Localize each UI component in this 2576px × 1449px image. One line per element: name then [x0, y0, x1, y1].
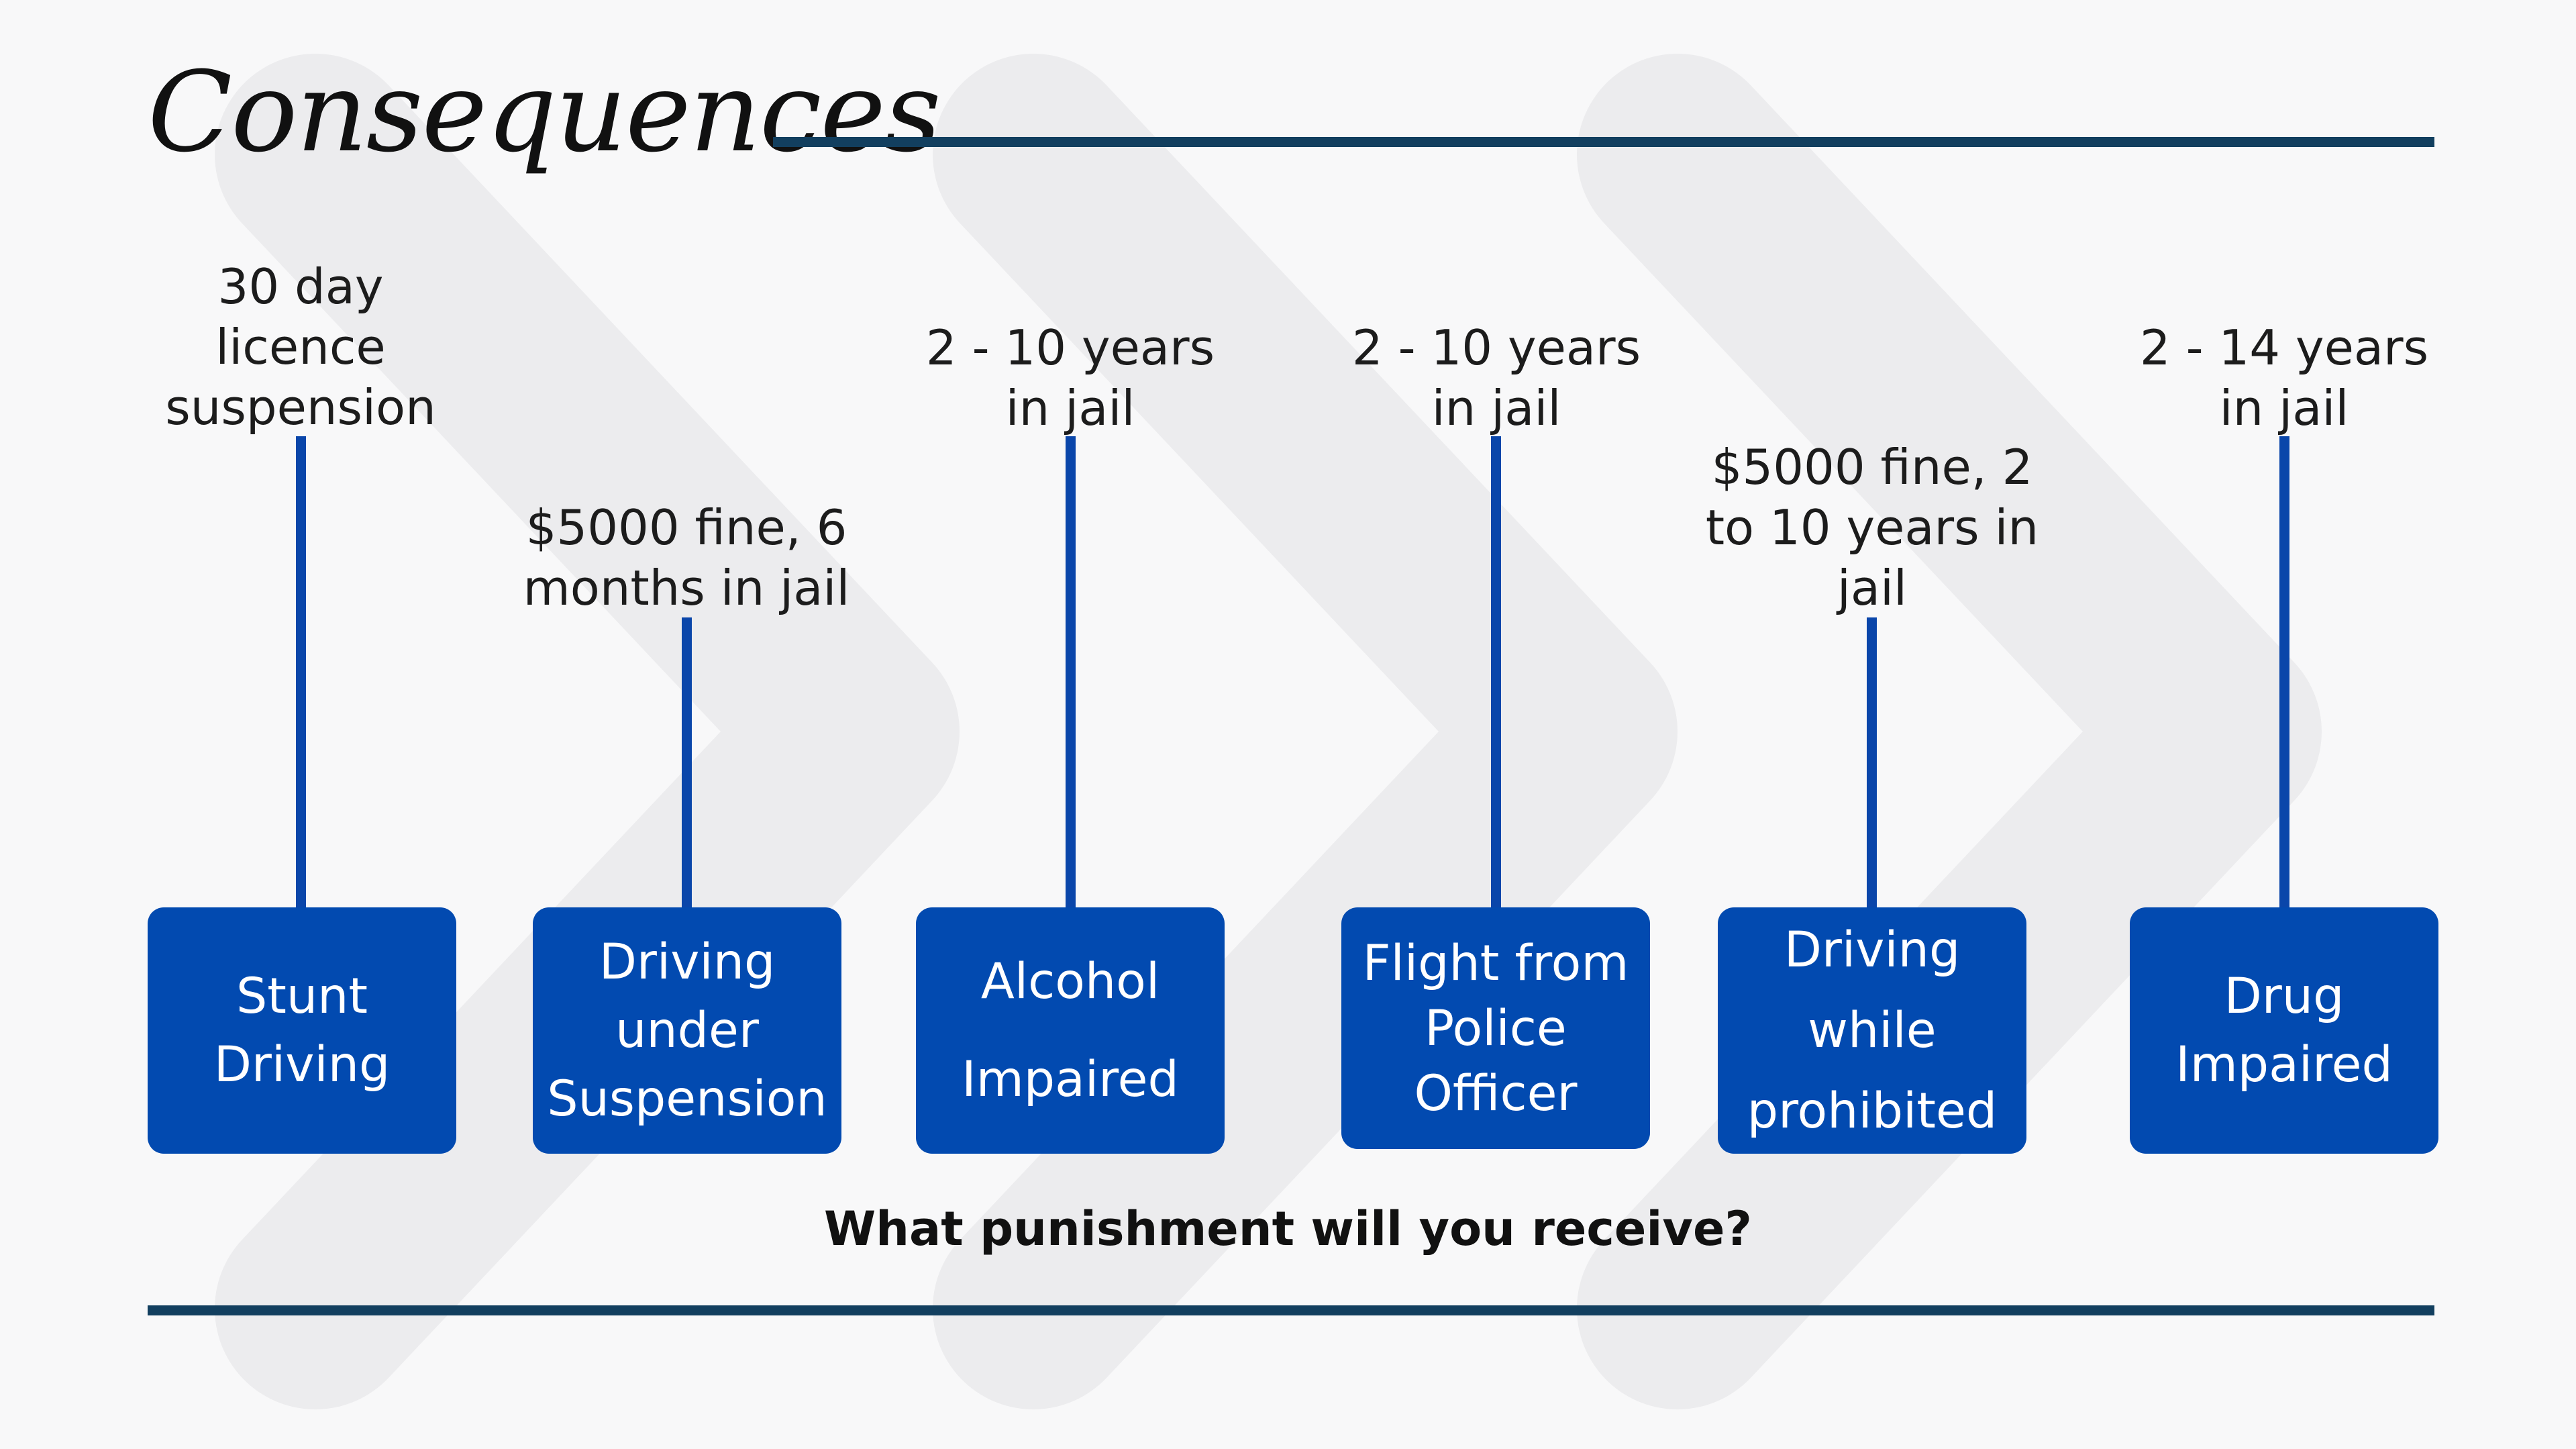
offence-label: Driving while prohibited: [1747, 921, 1998, 1140]
consequence-label: $5000 fine, 6 months in jail: [523, 499, 850, 616]
offence-label: Drug Impaired: [2175, 967, 2393, 1093]
offence-box: Driving while prohibited: [1718, 907, 2026, 1154]
bottom-divider: [148, 1305, 2434, 1315]
connector-line: [1491, 436, 1501, 908]
connector-line: [682, 617, 692, 908]
consequence-label: 2 - 10 years in jail: [925, 319, 1215, 436]
connector-line: [1867, 617, 1877, 908]
consequence-label: 2 - 14 years in jail: [2139, 319, 2429, 436]
question-caption: What punishment will you receive?: [823, 1201, 1753, 1256]
page-title: Consequences: [148, 48, 941, 177]
consequence-label: 2 - 10 years in jail: [1351, 319, 1641, 436]
connector-line: [296, 436, 306, 908]
consequence-label: $5000 fine, 2 to 10 years in jail: [1705, 439, 2039, 616]
offence-label: Driving under Suspension: [547, 933, 827, 1128]
offence-box: Drug Impaired: [2130, 907, 2438, 1154]
connector-line: [2279, 436, 2289, 908]
offence-box: Driving under Suspension: [533, 907, 841, 1154]
offence-box: Alcohol Impaired: [916, 907, 1225, 1154]
offence-box: Flight from Police Officer: [1341, 907, 1650, 1149]
offence-label: Flight from Police Officer: [1362, 934, 1629, 1122]
offence-box: Stunt Driving: [148, 907, 456, 1154]
top-divider: [773, 137, 2434, 147]
chevron-watermark-1: [215, 54, 960, 1409]
connector-line: [1066, 436, 1076, 908]
offence-label: Stunt Driving: [213, 967, 391, 1093]
consequence-label: 30 day licence suspension: [165, 258, 436, 436]
offence-label: Alcohol Impaired: [962, 952, 1179, 1108]
